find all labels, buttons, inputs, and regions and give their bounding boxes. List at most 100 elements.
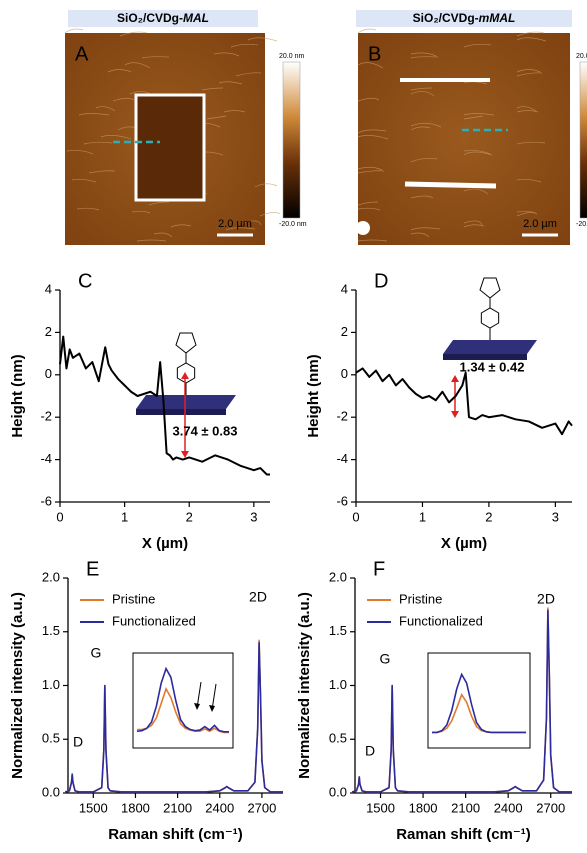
title-banner bbox=[356, 10, 572, 27]
series-line bbox=[59, 335, 270, 476]
afm-texture bbox=[410, 158, 438, 163]
afm-texture bbox=[357, 28, 377, 34]
afm-texture bbox=[463, 150, 491, 155]
afm-image bbox=[358, 33, 570, 245]
y-tick-label: -6 bbox=[40, 493, 52, 508]
y-tick-label: 0.0 bbox=[329, 784, 347, 799]
annotation: 2D bbox=[537, 591, 555, 607]
annotation: 2D bbox=[249, 589, 267, 605]
afm-texture bbox=[223, 110, 246, 113]
afm-texture bbox=[357, 62, 384, 69]
afm-texture bbox=[112, 97, 135, 102]
afm-texture bbox=[107, 69, 132, 73]
y-axis-title: Normalized intensity (a.u.) bbox=[296, 592, 313, 779]
annotation: D bbox=[73, 734, 83, 750]
afm-texture bbox=[100, 135, 132, 140]
y-tick-label: -6 bbox=[336, 493, 348, 508]
afm-texture bbox=[148, 201, 170, 206]
title-banner bbox=[68, 10, 258, 27]
annotation: G bbox=[380, 651, 391, 667]
maleimide-ring bbox=[175, 332, 197, 354]
y-tick-label: 2 bbox=[45, 324, 52, 339]
y-tick-label: -4 bbox=[336, 451, 348, 466]
afm-texture bbox=[410, 126, 431, 131]
title-italic: mMAL bbox=[479, 11, 516, 25]
afm-texture bbox=[247, 37, 278, 42]
afm-texture bbox=[463, 220, 483, 226]
afm-texture bbox=[88, 170, 116, 174]
x-tick-label: 2400 bbox=[205, 800, 234, 815]
afm-texture bbox=[225, 227, 256, 231]
afm-texture bbox=[516, 37, 547, 42]
afm-texture bbox=[357, 170, 385, 174]
scale-bar-label: 2.0 µm bbox=[218, 218, 252, 230]
afm-texture bbox=[516, 210, 536, 214]
x-axis-title: X (µm) bbox=[142, 535, 188, 552]
x-tick-label: 2400 bbox=[494, 800, 523, 815]
title-italic: MAL bbox=[183, 11, 209, 25]
afm-texture bbox=[410, 87, 433, 91]
y-tick-label: 2.0 bbox=[42, 569, 60, 584]
afm-texture bbox=[410, 195, 434, 199]
x-tick-label: 2100 bbox=[451, 800, 480, 815]
image-title: SiO₂/CVDg-mMAL bbox=[413, 11, 516, 25]
edge-bottom bbox=[404, 181, 497, 189]
x-tick-label: 2 bbox=[186, 509, 193, 524]
x-tick-label: 2700 bbox=[247, 800, 276, 815]
x-tick-label: 1 bbox=[419, 509, 426, 524]
afm-texture bbox=[516, 106, 537, 112]
afm-texture bbox=[463, 115, 484, 120]
afm-texture bbox=[83, 141, 113, 145]
y-tick-label: 0.5 bbox=[42, 731, 60, 746]
legend-label: Functionalized bbox=[112, 613, 196, 628]
legend-label: Pristine bbox=[399, 591, 442, 606]
y-tick-label: 0 bbox=[341, 366, 348, 381]
graphene-side bbox=[443, 354, 527, 360]
graphene-slab bbox=[136, 395, 236, 409]
afm-texture bbox=[463, 113, 495, 116]
y-tick-label: 1.0 bbox=[42, 677, 60, 692]
afm-texture bbox=[119, 31, 148, 37]
y-tick-label: 0 bbox=[45, 366, 52, 381]
afm-texture bbox=[78, 113, 110, 116]
graphene-slab bbox=[443, 340, 537, 354]
afm-texture bbox=[463, 151, 493, 156]
afm-texture bbox=[516, 141, 546, 145]
afm-texture bbox=[357, 201, 379, 206]
colorbar-max: 20.0 nm bbox=[576, 53, 587, 60]
x-tick-label: 3 bbox=[552, 509, 559, 524]
afm-texture bbox=[463, 224, 485, 228]
afm-texture bbox=[235, 72, 262, 77]
afm-texture bbox=[66, 150, 94, 155]
panel-letter: D bbox=[374, 270, 388, 292]
colorbar-max: 20.0 nm bbox=[279, 53, 304, 60]
x-axis-title: X (µm) bbox=[441, 535, 487, 552]
x-tick-label: 0 bbox=[56, 509, 63, 524]
legend-label: Functionalized bbox=[399, 613, 483, 628]
y-tick-label: 1.0 bbox=[329, 677, 347, 692]
title-text: SiO₂/CVDg- bbox=[413, 11, 479, 25]
inset-arrow-head bbox=[194, 703, 200, 710]
afm-texture bbox=[516, 72, 543, 77]
afm-texture bbox=[410, 52, 437, 57]
afm-texture bbox=[463, 43, 492, 48]
afm-texture bbox=[516, 212, 538, 217]
afm-texture bbox=[141, 56, 170, 59]
panel-letter: A bbox=[75, 43, 89, 65]
graphene-side bbox=[136, 409, 226, 415]
afm-texture bbox=[206, 115, 227, 120]
y-tick-label: 2 bbox=[341, 324, 348, 339]
x-axis-title: Raman shift (cm⁻¹) bbox=[396, 826, 531, 843]
x-tick-label: 3 bbox=[250, 509, 257, 524]
annotation: 3.74 ± 0.83 bbox=[173, 423, 238, 438]
afm-texture bbox=[357, 97, 380, 102]
scratched-area bbox=[134, 93, 206, 202]
afm-texture bbox=[136, 239, 167, 242]
inset-frame bbox=[132, 652, 234, 749]
afm-texture bbox=[410, 91, 435, 97]
y-axis-title: Normalized intensity (a.u.) bbox=[9, 592, 26, 779]
y-tick-label: 2.0 bbox=[329, 569, 347, 584]
series-line bbox=[351, 609, 572, 793]
afm-texture bbox=[357, 239, 388, 242]
